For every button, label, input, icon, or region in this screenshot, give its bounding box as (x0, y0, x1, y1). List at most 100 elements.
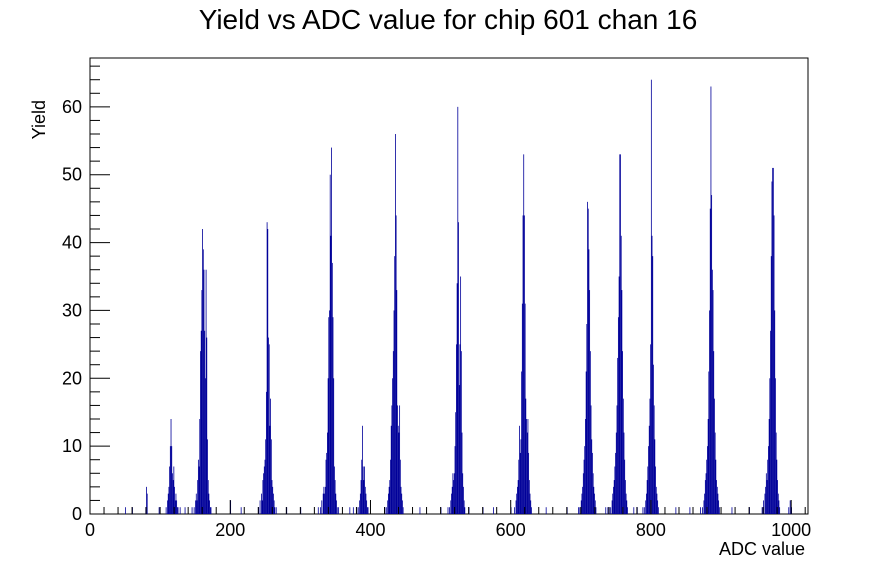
histogram-bar (397, 425, 399, 514)
histogram-bar (387, 500, 389, 514)
histogram-bar (259, 500, 261, 514)
histogram-bar (648, 425, 650, 514)
histogram-bar (621, 290, 623, 514)
histogram-bar (626, 500, 628, 514)
histogram-bar (271, 480, 273, 514)
histogram-bar (326, 452, 328, 514)
histogram-bar (612, 493, 614, 514)
histogram-bar (323, 486, 325, 514)
histogram-bar (352, 507, 354, 514)
histogram-bar (517, 480, 519, 514)
histogram-bar (390, 425, 392, 514)
histogram-bar (366, 507, 368, 514)
histogram-bar (262, 480, 264, 514)
histogram-bar (770, 330, 771, 514)
histogram-bar (765, 473, 767, 514)
histogram-bar (261, 500, 263, 514)
histogram-bar (169, 446, 171, 514)
histogram-bar (528, 452, 530, 514)
histogram-bar (675, 507, 677, 514)
histogram-bar (623, 432, 625, 514)
histogram-bar (363, 480, 365, 514)
histogram-bar (402, 507, 404, 514)
histogram-bar (622, 398, 624, 514)
histogram-bar (207, 480, 209, 514)
histogram-bar (158, 507, 160, 514)
histogram-bar (454, 446, 456, 514)
histogram-bar (395, 215, 397, 514)
x-tick-label: 1000 (771, 520, 811, 540)
histogram-bar (788, 507, 790, 514)
histogram-bar (191, 507, 193, 514)
histogram-bar (331, 262, 333, 514)
histogram-bar (582, 473, 584, 514)
histogram-bar (648, 446, 649, 514)
histogram-bar (766, 480, 768, 514)
histogram-bar (261, 493, 262, 514)
histogram-bar (195, 500, 196, 514)
histogram-bar (202, 249, 204, 515)
histogram-bar (776, 459, 778, 514)
x-axis-label: ADC value (719, 539, 805, 559)
histogram-bar (616, 405, 618, 514)
histogram-bar (171, 446, 173, 514)
histogram-bar (264, 459, 266, 514)
y-tick-label: 50 (62, 165, 82, 185)
histogram-bar (531, 507, 532, 514)
histogram-bar (270, 439, 272, 514)
histogram-bar (620, 235, 622, 515)
histogram-bar (274, 507, 276, 514)
histogram-bar (617, 357, 619, 514)
histogram-bar (714, 432, 716, 514)
x-axis: 0 200 400 600 800 1000 (85, 500, 811, 540)
histogram-bar (209, 507, 211, 514)
histogram-bar (270, 398, 271, 514)
histogram-bar (525, 398, 527, 514)
histogram-bar (399, 405, 401, 514)
histogram-bar (204, 330, 206, 514)
histogram-bar (655, 486, 657, 514)
histogram-bar (583, 459, 585, 514)
histogram-bar (768, 419, 770, 514)
histogram-bar (707, 446, 708, 514)
histogram-bar (273, 493, 274, 514)
histogram-bar (653, 405, 655, 514)
histogram-bar (459, 344, 461, 514)
histogram-bar (657, 507, 659, 514)
histogram-bar (715, 459, 717, 514)
histogram-bar (515, 500, 517, 514)
histogram-bar (594, 493, 595, 514)
histogram-bar (263, 466, 265, 514)
histogram-bar (764, 493, 766, 514)
histogram-bar (447, 507, 449, 514)
histogram-bar (493, 507, 494, 514)
histogram-bar (196, 500, 198, 514)
histogram-bar (451, 493, 452, 514)
histogram-bar (778, 500, 780, 514)
histogram-bar (349, 507, 351, 514)
histogram-bar (177, 507, 179, 514)
histogram-bar (765, 486, 767, 514)
histogram-bar (655, 466, 656, 514)
histogram-bar (789, 500, 791, 514)
histogram-bar (385, 507, 387, 514)
histogram-bar (336, 500, 337, 514)
histogram-bar (366, 500, 368, 514)
histogram-bar (389, 480, 391, 514)
histogram-bar (579, 507, 581, 514)
histogram-bar (400, 486, 402, 514)
histogram-bar (613, 480, 615, 514)
x-tick-label: 400 (355, 520, 385, 540)
histogram-bar (263, 473, 264, 514)
histogram-bar (711, 195, 713, 514)
histogram-bar (398, 432, 400, 514)
histogram-bar (359, 500, 361, 514)
histogram-bar (718, 500, 720, 514)
histogram-bar (198, 466, 200, 514)
histogram-bar (207, 439, 208, 514)
histogram-bar (357, 507, 359, 514)
histogram-bar (458, 222, 459, 514)
histogram-bar (195, 493, 197, 514)
histogram-bar (165, 507, 167, 514)
y-tick-label: 40 (62, 233, 82, 253)
